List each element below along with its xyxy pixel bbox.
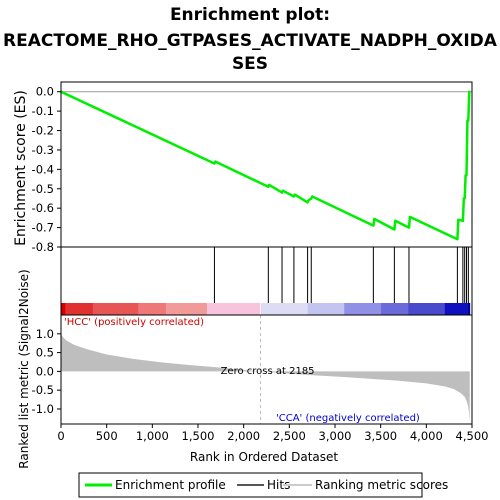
color-bar-segment-6 [261, 303, 308, 315]
x-tick-label-0: 0 [57, 429, 64, 443]
x-tick-label-2: 1,000 [136, 429, 169, 443]
color-bar-segment-9 [380, 303, 409, 315]
legend-label-hits: Hits [267, 478, 290, 492]
x-tick-label-3: 1,500 [182, 429, 215, 443]
es-y-tick-label-2: -0.2 [32, 124, 54, 138]
legend: Enrichment profile Hits Ranking metric s… [78, 472, 448, 498]
x-tick-label-6: 3,000 [319, 429, 352, 443]
legend-label-profile: Enrichment profile [115, 478, 226, 492]
color-bar-segment-8 [344, 303, 381, 315]
ranking-metric-area [61, 333, 470, 423]
color-bar-segment-4 [166, 303, 208, 315]
axes: 0.0 -0.1 -0.2 -0.3 -0.4 -0.5 -0.6 -0.7 -0.8 1.0 0.… [32, 81, 489, 443]
x-tick-label-7: 3,500 [364, 429, 397, 443]
color-bar-segment-3 [138, 303, 167, 315]
lower-frame [60, 246, 473, 425]
x-tick-label-5: 2,500 [273, 429, 306, 443]
metric-y-tick-label-2: 0.0 [36, 364, 54, 378]
enrichment-profile-line [60, 90, 471, 241]
chart-title-line-2: REACTOME_RHO_GTPASES_ACTIVATE_NADPH_OXID… [3, 31, 498, 51]
color-bar-segment-5 [207, 303, 262, 315]
x-tick-label-9: 4,500 [456, 429, 489, 443]
color-bar-segment-2 [92, 303, 139, 315]
x-tick-label-1: 500 [96, 429, 118, 443]
metric-y-tick-label-0: 1.0 [36, 327, 54, 341]
es-y-tick-label-1: -0.1 [32, 104, 54, 118]
es-y-axis-label: Enrichment score (ES) [13, 90, 29, 246]
es-y-tick-label-4: -0.4 [32, 162, 54, 176]
zero-cross-label: Zero cross at 2185 [221, 366, 315, 377]
x-tick-label-4: 2,000 [227, 429, 260, 443]
es-y-tick-label-3: -0.3 [32, 143, 54, 157]
metric-y-tick-label-4: -1.0 [32, 402, 54, 416]
color-bar-segment-1 [65, 303, 93, 315]
x-axis-label: Rank in Ordered Dataset [190, 450, 338, 464]
es-y-tick-label-6: -0.6 [32, 201, 54, 215]
metric-y-tick-label-1: 0.5 [36, 346, 54, 360]
legend-label-metric: Ranking metric scores [315, 478, 448, 492]
chart-title-line-1: Enrichment plot: [170, 5, 330, 25]
es-panel [60, 90, 472, 241]
metric-panel: Zero cross at 2185 'HCC' (positively corr… [61, 315, 470, 424]
hits-panel [61, 247, 471, 315]
es-y-tick-label-5: -0.5 [32, 182, 54, 196]
color-bar-segment-11 [444, 303, 468, 315]
metric-y-axis-label: Ranked list metric (Signal2Noise) [17, 269, 31, 468]
es-y-tick-label-0: 0.0 [36, 85, 54, 99]
color-bar-segment-0 [61, 303, 66, 315]
color-bar-segment-12 [467, 303, 471, 315]
metric-y-tick-label-3: -0.5 [32, 383, 54, 397]
es-y-tick-label-8: -0.8 [32, 240, 54, 254]
negative-correlation-label: 'CCA' (negatively correlated) [276, 413, 420, 424]
es-y-tick-label-7: -0.7 [32, 221, 54, 235]
chart-title-line-3: SES [232, 54, 268, 74]
color-bar-segment-10 [408, 303, 445, 315]
positive-correlation-label: 'HCC' (positively correlated) [64, 317, 204, 328]
color-bar-segment-7 [307, 303, 345, 315]
x-tick-label-8: 4,000 [410, 429, 443, 443]
